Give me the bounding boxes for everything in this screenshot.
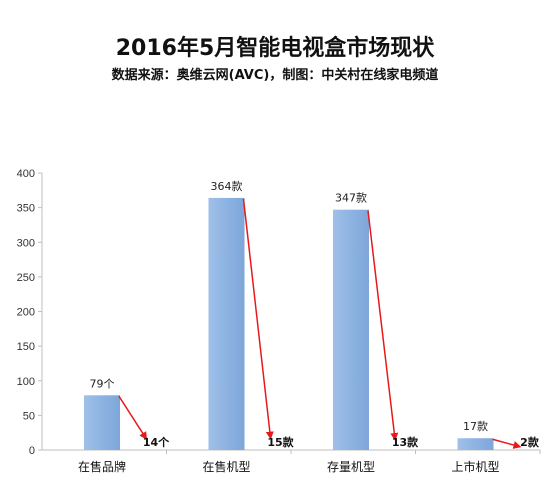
y-tick-label: 200 bbox=[17, 307, 35, 319]
bar-value-label: 364款 bbox=[211, 179, 243, 193]
x-category-label: 在售品牌 bbox=[78, 459, 126, 474]
x-category-label: 存量机型 bbox=[327, 460, 375, 474]
x-category-label: 在售机型 bbox=[202, 459, 250, 474]
y-tick-label: 300 bbox=[17, 237, 35, 249]
bar-value-label: 347款 bbox=[335, 191, 367, 205]
bar bbox=[457, 438, 494, 450]
chart-title: 2016年5月智能电视盒市场现状 bbox=[115, 36, 435, 61]
bar bbox=[208, 197, 245, 450]
y-tick-label: 100 bbox=[17, 376, 35, 388]
x-category-label: 上市机型 bbox=[451, 459, 499, 474]
arrow-target-label: 15款 bbox=[267, 435, 294, 449]
bar-value-label: 17款 bbox=[463, 419, 488, 433]
decline-arrow bbox=[118, 395, 148, 440]
arrow-target-label: 2款 bbox=[520, 435, 540, 449]
chart-subtitle: 数据来源：奥维云网(AVC)，制图：中关村在线家电频道 bbox=[111, 68, 439, 83]
y-tick-label: 50 bbox=[23, 410, 35, 422]
arrow-target-label: 13款 bbox=[392, 435, 419, 449]
bar bbox=[84, 395, 120, 450]
decline-arrow bbox=[367, 210, 399, 441]
decline-arrow bbox=[242, 198, 274, 440]
y-tick-label: 350 bbox=[17, 203, 35, 215]
decline-arrow bbox=[492, 438, 522, 449]
y-tick-label: 0 bbox=[29, 445, 35, 457]
bar-value-label: 79个 bbox=[90, 377, 115, 390]
y-tick-label: 400 bbox=[17, 168, 35, 180]
y-tick-label: 150 bbox=[17, 341, 35, 353]
bar bbox=[333, 209, 369, 450]
y-tick-label: 250 bbox=[17, 272, 35, 284]
arrow-target-label: 14个 bbox=[143, 435, 170, 449]
